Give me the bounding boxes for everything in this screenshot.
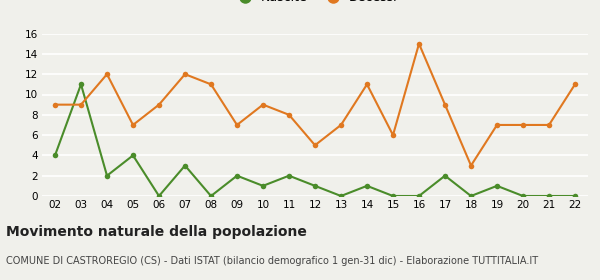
Nascite <box>520 194 527 198</box>
Nascite <box>181 164 188 167</box>
Nascite <box>233 174 241 178</box>
Nascite <box>155 194 163 198</box>
Nascite <box>208 194 215 198</box>
Nascite <box>103 174 110 178</box>
Nascite <box>52 154 59 157</box>
Nascite <box>442 174 449 178</box>
Decessi <box>571 83 578 86</box>
Nascite <box>467 194 475 198</box>
Text: COMUNE DI CASTROREGIO (CS) - Dati ISTAT (bilancio demografico 1 gen-31 dic) - El: COMUNE DI CASTROREGIO (CS) - Dati ISTAT … <box>6 256 538 266</box>
Nascite <box>286 174 293 178</box>
Decessi <box>545 123 553 127</box>
Decessi <box>337 123 344 127</box>
Decessi <box>233 123 241 127</box>
Decessi <box>520 123 527 127</box>
Nascite <box>545 194 553 198</box>
Decessi <box>415 42 422 45</box>
Decessi <box>52 103 59 106</box>
Nascite <box>389 194 397 198</box>
Legend: Nascite, Decessi: Nascite, Decessi <box>232 0 398 4</box>
Decessi <box>442 103 449 106</box>
Text: Movimento naturale della popolazione: Movimento naturale della popolazione <box>6 225 307 239</box>
Line: Decessi: Decessi <box>52 41 578 168</box>
Decessi <box>259 103 266 106</box>
Decessi <box>389 134 397 137</box>
Decessi <box>467 164 475 167</box>
Decessi <box>155 103 163 106</box>
Decessi <box>77 103 85 106</box>
Decessi <box>286 113 293 116</box>
Decessi <box>493 123 500 127</box>
Nascite <box>77 83 85 86</box>
Nascite <box>311 184 319 188</box>
Decessi <box>311 144 319 147</box>
Nascite <box>337 194 344 198</box>
Nascite <box>571 194 578 198</box>
Nascite <box>364 184 371 188</box>
Nascite <box>415 194 422 198</box>
Decessi <box>103 73 110 76</box>
Nascite <box>130 154 137 157</box>
Decessi <box>208 83 215 86</box>
Line: Nascite: Nascite <box>52 81 578 199</box>
Decessi <box>181 73 188 76</box>
Decessi <box>130 123 137 127</box>
Nascite <box>259 184 266 188</box>
Decessi <box>364 83 371 86</box>
Nascite <box>493 184 500 188</box>
